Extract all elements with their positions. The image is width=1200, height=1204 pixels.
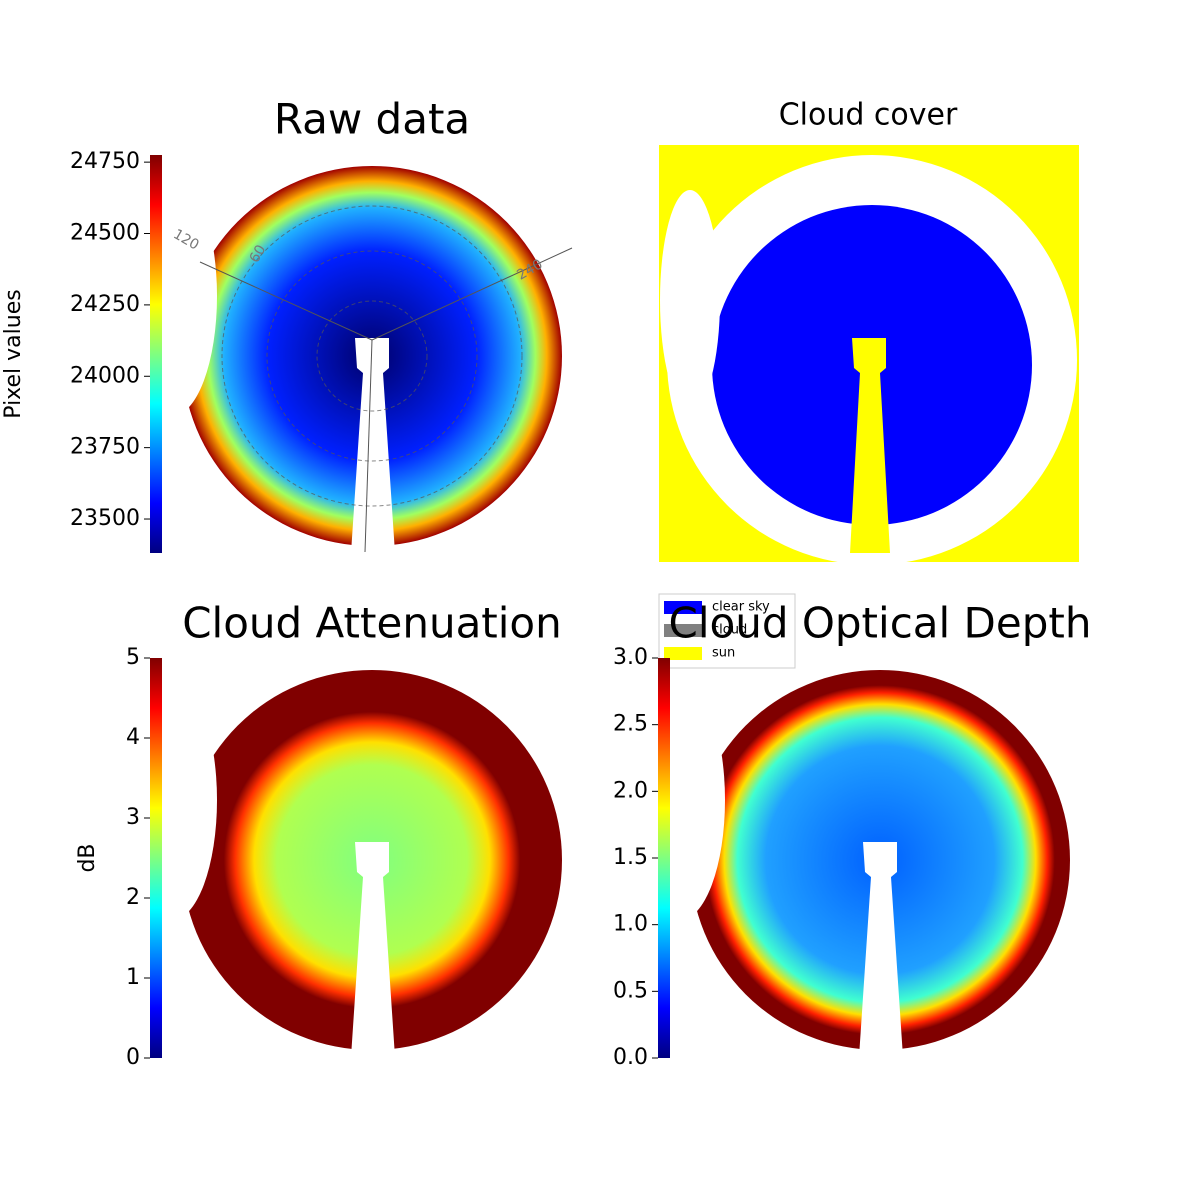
sky-image [127,166,562,553]
sun-mast [850,338,890,553]
colorbar-tick-label: 3.0 [613,645,648,670]
obstruction [127,176,217,416]
colorbar-tick-label: 3 [126,805,140,830]
azimuth-line [364,339,373,553]
colorbar-tick-label: 4 [126,725,140,750]
mast [351,338,395,553]
colorbar-tick-label: 24000 [70,363,140,388]
colorbar [150,155,162,553]
obstruction [635,680,725,920]
mast [351,842,395,1057]
colorbar-tick-label: 23500 [70,506,140,531]
colorbar-tick-label: 0 [126,1045,140,1070]
colorbar-tick-label: 1.5 [613,845,648,870]
obstruction [127,680,217,920]
legend-swatch [664,647,702,660]
colorbar-tick-label: 24500 [70,221,140,246]
colorbar-tick-label: 2 [126,885,140,910]
colorbar-label: dB [75,843,100,872]
legend-swatch [664,601,702,614]
colorbar-tick-label: 1 [126,965,140,990]
colorbar-tick-label: 23750 [70,435,140,460]
panel-title: Raw data [274,95,470,144]
colorbar-tick-label: 24750 [70,149,140,174]
colorbar [658,658,670,1058]
sky-image [635,670,1070,1057]
panel-title: Cloud Optical Depth [669,599,1092,648]
azimuth-line [371,247,573,341]
polar-circle [221,205,523,507]
colorbar [150,658,162,1058]
colorbar-tick-label: 0.5 [613,978,648,1003]
panel-title: Cloud Attenuation [182,599,562,648]
sky-image [127,670,562,1057]
colorbar-tick-label: 24250 [70,292,140,317]
ring-gap [660,190,720,410]
polar-annotation: 60 [247,242,270,265]
polar-circle [266,250,478,462]
colorbar-tick-label: 0.0 [613,1045,648,1070]
panel-title: Cloud cover [779,98,958,133]
polar-circle [316,300,428,412]
legend-swatch [664,624,702,637]
colorbar-tick-label: 2.5 [613,712,648,737]
colorbar-label: Pixel values [1,289,26,418]
colorbar-tick-label: 5 [126,645,140,670]
azimuth-line [199,261,373,341]
legend-label: clear sky [712,600,770,615]
legend-label: cloud [712,623,747,638]
polar-grid [199,205,573,553]
cloud-mask [659,145,1079,565]
legend-label: sun [712,646,735,661]
mast [859,842,903,1057]
colorbar-tick-label: 2.0 [613,778,648,803]
colorbar-tick-label: 1.0 [613,912,648,937]
